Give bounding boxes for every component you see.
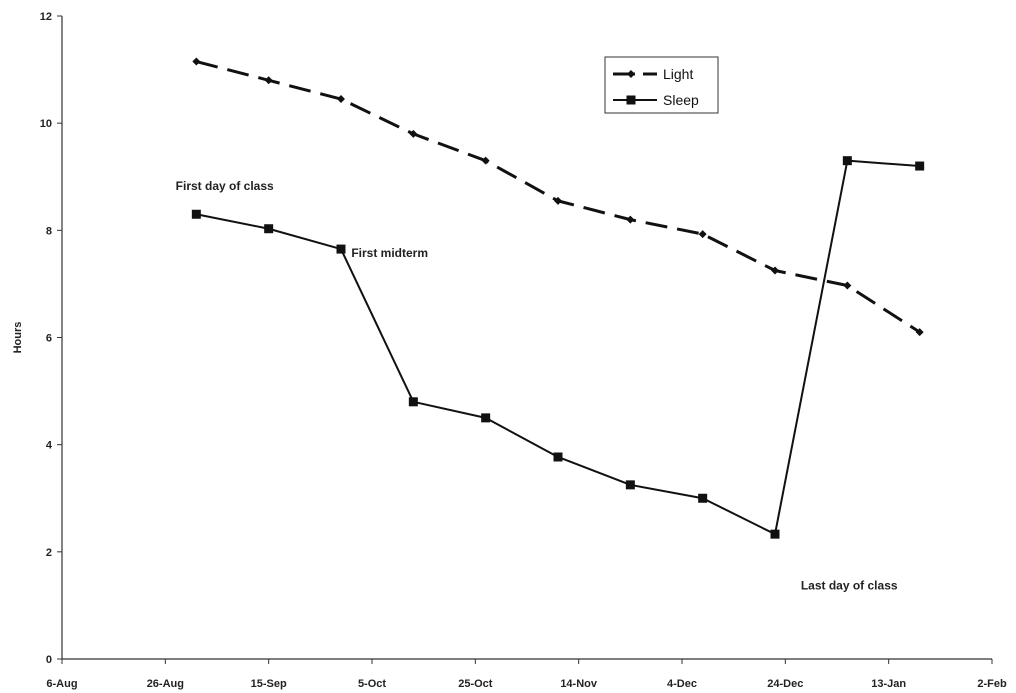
series-sleep-point bbox=[408, 397, 418, 407]
series-light-point bbox=[337, 95, 345, 104]
series-sleep bbox=[191, 156, 925, 539]
series-light-point bbox=[843, 281, 852, 290]
series-light-point bbox=[698, 230, 707, 239]
x-tick-label: 5-Oct bbox=[358, 678, 386, 690]
series-light-point bbox=[409, 129, 418, 138]
series-light-point bbox=[264, 76, 273, 85]
annotation-label: First day of class bbox=[176, 179, 274, 193]
series-sleep-line bbox=[196, 159, 920, 536]
series-light-point bbox=[771, 266, 779, 275]
y-axis-title: Hours bbox=[12, 322, 24, 354]
x-tick-label: 13-Jan bbox=[871, 678, 906, 690]
series-sleep-point bbox=[842, 156, 852, 166]
series-light bbox=[192, 57, 924, 337]
series-sleep-point bbox=[698, 493, 708, 503]
x-tick-label: 25-Oct bbox=[458, 678, 493, 690]
annotation-label: First midterm bbox=[351, 246, 428, 260]
y-tick-label: 4 bbox=[46, 440, 53, 452]
legend-light-label: Light bbox=[663, 66, 693, 82]
series-sleep-point bbox=[915, 161, 925, 171]
y-tick-label: 6 bbox=[46, 333, 52, 345]
series-light-point bbox=[626, 215, 635, 224]
series-sleep-point bbox=[191, 209, 201, 219]
y-tick-label: 10 bbox=[40, 118, 52, 130]
series-light-point bbox=[554, 196, 562, 205]
series-light-point bbox=[915, 328, 924, 337]
y-tick-label: 2 bbox=[46, 547, 52, 559]
series-light-point bbox=[192, 57, 201, 66]
series-sleep-point bbox=[625, 480, 635, 490]
x-tick-label: 2-Feb bbox=[977, 678, 1007, 690]
x-tick-label: 24-Dec bbox=[767, 678, 803, 690]
series-layer bbox=[191, 57, 925, 539]
legend-light-marker bbox=[627, 70, 635, 78]
x-tick-label: 6-Aug bbox=[46, 678, 77, 690]
axes bbox=[61, 16, 992, 660]
series-sleep-point bbox=[770, 529, 780, 539]
y-tick-label: 12 bbox=[40, 11, 52, 23]
annotation-label: Last day of class bbox=[801, 578, 898, 592]
y-tick-label: 0 bbox=[46, 654, 52, 666]
x-tick-label: 15-Sep bbox=[251, 678, 287, 690]
x-tick-label: 14-Nov bbox=[560, 678, 598, 690]
legend-box bbox=[604, 56, 719, 114]
series-sleep-point bbox=[264, 224, 274, 234]
series-sleep-point bbox=[336, 244, 346, 254]
x-tick-label: 26-Aug bbox=[147, 678, 184, 690]
series-sleep-point bbox=[553, 452, 563, 462]
series-light-point bbox=[481, 156, 490, 165]
series-sleep-point bbox=[481, 413, 491, 423]
annotations: First day of class First midterm Last day … bbox=[176, 179, 898, 592]
ticks: 0 2 4 6 8 10 12 6-Aug 26-Aug 15-Sep 5-Oct 25-Oct 14-… bbox=[40, 11, 1007, 690]
series-light-line bbox=[195, 60, 921, 334]
legend-sleep-label: Sleep bbox=[663, 92, 699, 108]
y-tick-label: 8 bbox=[46, 225, 52, 237]
x-tick-label: 4-Dec bbox=[667, 678, 697, 690]
legend: Light Sleep bbox=[604, 56, 719, 114]
legend-sleep-marker bbox=[626, 95, 636, 105]
